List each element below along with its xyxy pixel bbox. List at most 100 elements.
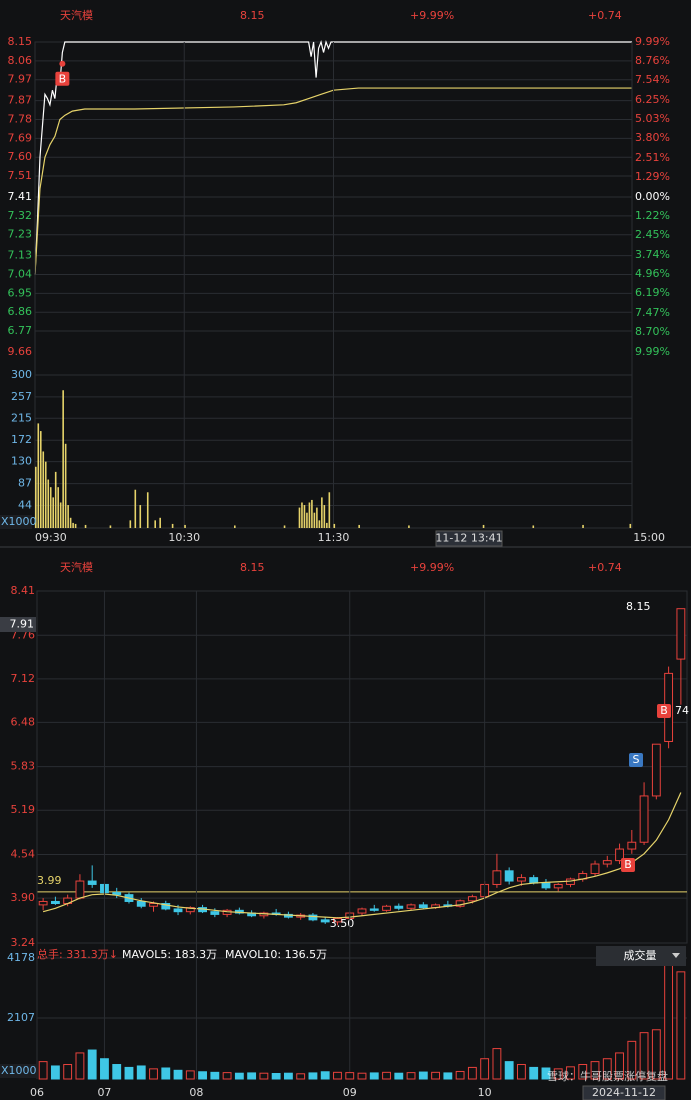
candle-body (639, 795, 649, 843)
candle-body (382, 905, 391, 911)
volume-bar (566, 1066, 575, 1080)
volume-bar (37, 423, 40, 528)
volume-bar (146, 492, 149, 528)
y-tick-label: 7.87 (8, 94, 33, 107)
y2-tick-label: 0.00% (635, 190, 670, 203)
candle-body (418, 904, 428, 909)
candle-body (467, 896, 477, 902)
volume-bar (602, 1058, 612, 1080)
y-tick-label: 7.97 (8, 73, 33, 86)
volume-bar (298, 507, 301, 528)
volume-bar (283, 525, 286, 528)
volume-bar (247, 1072, 257, 1080)
signal-badge (657, 704, 671, 718)
volume-bar (553, 1068, 563, 1080)
volume-bar (74, 523, 77, 528)
candle-body (651, 743, 661, 797)
volume-bar (49, 487, 52, 528)
volume-bar (54, 471, 57, 528)
y-tick-label: 7.51 (8, 169, 33, 182)
volume-bar (159, 517, 161, 528)
candle-body (517, 877, 526, 882)
legend-item: MAVOL10: 136.5万 (225, 948, 327, 961)
x-tick-label: 09:30 (35, 531, 67, 544)
volume-bar (35, 466, 37, 528)
y-tick-label: 7.04 (8, 268, 33, 281)
volume-bar (615, 1052, 624, 1080)
y2-tick-label: 9.99% (635, 35, 670, 48)
x-tick-label: 11:30 (318, 531, 350, 544)
unit-box (0, 515, 32, 529)
annotation: 74 (675, 704, 689, 717)
candle-body (676, 608, 686, 660)
y2-tick-label: 3.74% (635, 248, 670, 261)
cursor-date: 2024-11-12 (592, 1086, 656, 1099)
volume-bar (185, 1070, 195, 1080)
volume-bar (328, 492, 331, 528)
candle-body (492, 870, 502, 885)
volume-bar (173, 1069, 183, 1080)
volume-bar (627, 1040, 637, 1080)
y-tick-label: 172 (11, 433, 32, 446)
unit-label: X1000 (1, 1064, 37, 1077)
volume-bar (357, 1072, 367, 1080)
unit-box (0, 1064, 36, 1078)
cursor-box (435, 530, 503, 547)
x-tick-label: 10:30 (168, 531, 200, 544)
y-tick-label: 4178 (7, 951, 35, 964)
y-tick-label: 130 (11, 455, 32, 468)
volume-bar (52, 497, 55, 528)
indicator-dropdown[interactable] (596, 946, 686, 966)
candle-body (50, 900, 60, 905)
candle-body (320, 919, 330, 923)
candle-body (590, 863, 600, 875)
volume-bar (303, 505, 306, 528)
indicator-label[interactable]: 成交量 (624, 948, 657, 962)
signal-badge (629, 753, 643, 767)
y2-tick-label: 7.47% (635, 306, 670, 319)
x-tick-label: 07 (97, 1086, 111, 1099)
reference-label: 3.99 (37, 874, 62, 887)
x-tick-label: 15:00 (633, 531, 665, 544)
volume-bar (39, 431, 42, 528)
candle-body (394, 905, 404, 909)
volume-bar (382, 1071, 391, 1080)
candle-body (357, 908, 367, 914)
signal-badge (621, 858, 635, 872)
y-tick-label: 8.41 (11, 584, 36, 597)
volume-bar (333, 523, 336, 528)
y2-tick-label: 2.45% (635, 228, 670, 241)
volume-bar (578, 1064, 588, 1080)
volume-bar (333, 1071, 342, 1080)
y2-tick-label: 4.96% (635, 267, 670, 280)
volume-bar (129, 520, 132, 528)
y-tick-label: 6.86 (8, 305, 33, 318)
candle-body (627, 841, 637, 850)
trade-badge (55, 71, 70, 86)
candle-body (541, 882, 551, 889)
y-tick-label: 7.41 (8, 190, 33, 203)
y-tick-label: 8.06 (8, 54, 33, 67)
volume-bar (62, 390, 64, 528)
volume-bar (234, 525, 236, 528)
volume-bar (50, 1065, 60, 1080)
volume-bar (345, 1072, 355, 1080)
volume-bar (532, 525, 535, 528)
volume-bar (64, 443, 67, 528)
y-tick-label: 7.32 (8, 209, 33, 222)
y2-tick-label: 2.51% (635, 151, 670, 164)
change: +0.74 (588, 9, 622, 22)
candle-body (173, 908, 183, 913)
volume-bar (301, 502, 303, 528)
volume-bar (664, 962, 674, 1080)
y-tick-label: 215 (11, 411, 32, 424)
volume-bar (42, 451, 45, 528)
candle-body (87, 880, 97, 885)
annotation: S (633, 753, 640, 766)
y-tick-label: 6.95 (8, 286, 33, 299)
volume-bar (318, 520, 321, 528)
volume-bar (75, 1052, 85, 1080)
candle-body (161, 903, 171, 910)
y2-tick-label: 8.76% (635, 54, 670, 67)
